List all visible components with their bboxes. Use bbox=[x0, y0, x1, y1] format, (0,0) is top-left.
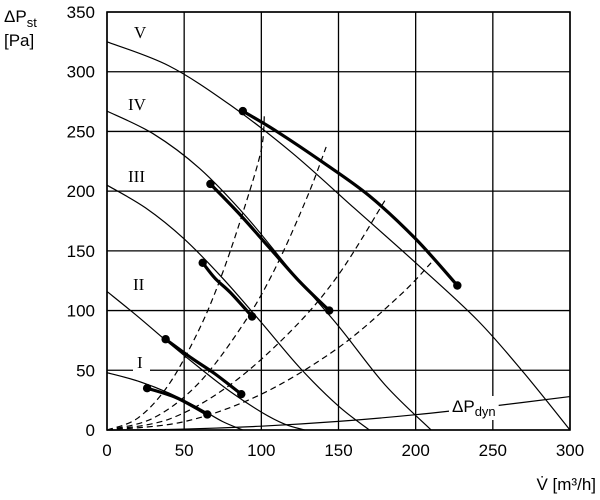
operating-range-segment bbox=[208, 182, 331, 313]
y-tick-label: 100 bbox=[67, 302, 95, 321]
system-curve bbox=[106, 200, 386, 431]
operating-point bbox=[198, 258, 207, 267]
operating-segments bbox=[145, 109, 459, 417]
y-tick-label: 300 bbox=[67, 63, 95, 82]
operating-range-segment bbox=[145, 386, 209, 417]
x-tick-label: 0 bbox=[102, 441, 111, 460]
operating-range-segment bbox=[201, 261, 254, 319]
system-curve bbox=[106, 262, 432, 431]
dynamic-pressure-label: ΔPdyn bbox=[452, 397, 496, 419]
y-axis-unit: [Pa] bbox=[4, 31, 34, 50]
curve-label-bg bbox=[130, 22, 147, 42]
x-tick-label: 200 bbox=[401, 441, 429, 460]
curve-label: II bbox=[133, 275, 145, 294]
x-tick-label: 150 bbox=[324, 441, 352, 460]
fan-curve bbox=[106, 110, 432, 431]
x-tick-label: 100 bbox=[247, 441, 275, 460]
y-tick-label: 0 bbox=[86, 421, 95, 440]
operating-point bbox=[203, 410, 212, 419]
curve-label: IV bbox=[128, 95, 147, 114]
operating-point bbox=[453, 281, 462, 290]
plot-frame bbox=[106, 11, 571, 431]
system-curves bbox=[106, 113, 432, 431]
fan-curve bbox=[106, 290, 305, 431]
fan-curve bbox=[106, 41, 571, 431]
operating-point bbox=[206, 179, 215, 189]
operating-point bbox=[238, 106, 248, 116]
y-axis-label: ΔPst bbox=[4, 7, 37, 30]
y-tick-label: 50 bbox=[76, 361, 95, 380]
fan-curve bbox=[106, 184, 370, 431]
curve-label-bg bbox=[124, 166, 159, 186]
x-tick-label: 250 bbox=[479, 441, 507, 460]
operating-point bbox=[237, 389, 246, 399]
x-tick-label: 50 bbox=[175, 441, 194, 460]
curve-label: III bbox=[128, 167, 145, 186]
x-axis-label: V̇ [m³/h] bbox=[536, 475, 596, 494]
y-tick-label: 200 bbox=[67, 182, 95, 201]
fan-curves bbox=[106, 41, 571, 431]
curve-label-bg bbox=[133, 352, 150, 372]
operating-points bbox=[142, 106, 462, 419]
curve-label-bg bbox=[129, 274, 155, 294]
operating-range-segment bbox=[164, 337, 243, 396]
operating-point bbox=[142, 384, 152, 393]
operating-point bbox=[325, 306, 334, 315]
system-curve bbox=[106, 113, 266, 431]
operating-point bbox=[247, 312, 257, 321]
operating-point bbox=[161, 335, 170, 344]
curve-label-bg bbox=[124, 94, 150, 114]
curve-label: I bbox=[137, 353, 143, 372]
tick-labels: 0 50 100 150 200 250 300 0 50 100 150 200 250 300 350 bbox=[67, 3, 585, 460]
y-tick-label: 250 bbox=[67, 122, 95, 141]
grid bbox=[106, 11, 571, 431]
operating-range-segment bbox=[241, 109, 459, 288]
y-tick-label: 350 bbox=[67, 3, 95, 22]
y-tick-label: 150 bbox=[67, 242, 95, 261]
x-tick-label: 300 bbox=[556, 441, 584, 460]
curve-label: V bbox=[134, 23, 147, 42]
dynamic-pressure-label-bg bbox=[449, 396, 499, 420]
system-curve bbox=[106, 146, 327, 431]
